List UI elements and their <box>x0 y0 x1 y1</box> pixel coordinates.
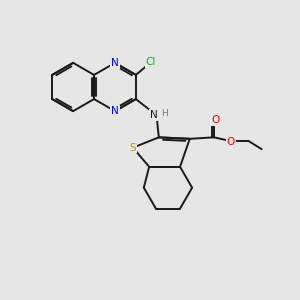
Text: N: N <box>150 110 158 120</box>
Text: N: N <box>111 58 119 68</box>
Text: N: N <box>111 106 119 116</box>
Text: S: S <box>130 142 136 153</box>
Text: O: O <box>211 115 219 125</box>
Text: O: O <box>226 137 235 147</box>
Text: Cl: Cl <box>146 57 156 67</box>
Text: H: H <box>161 109 168 118</box>
